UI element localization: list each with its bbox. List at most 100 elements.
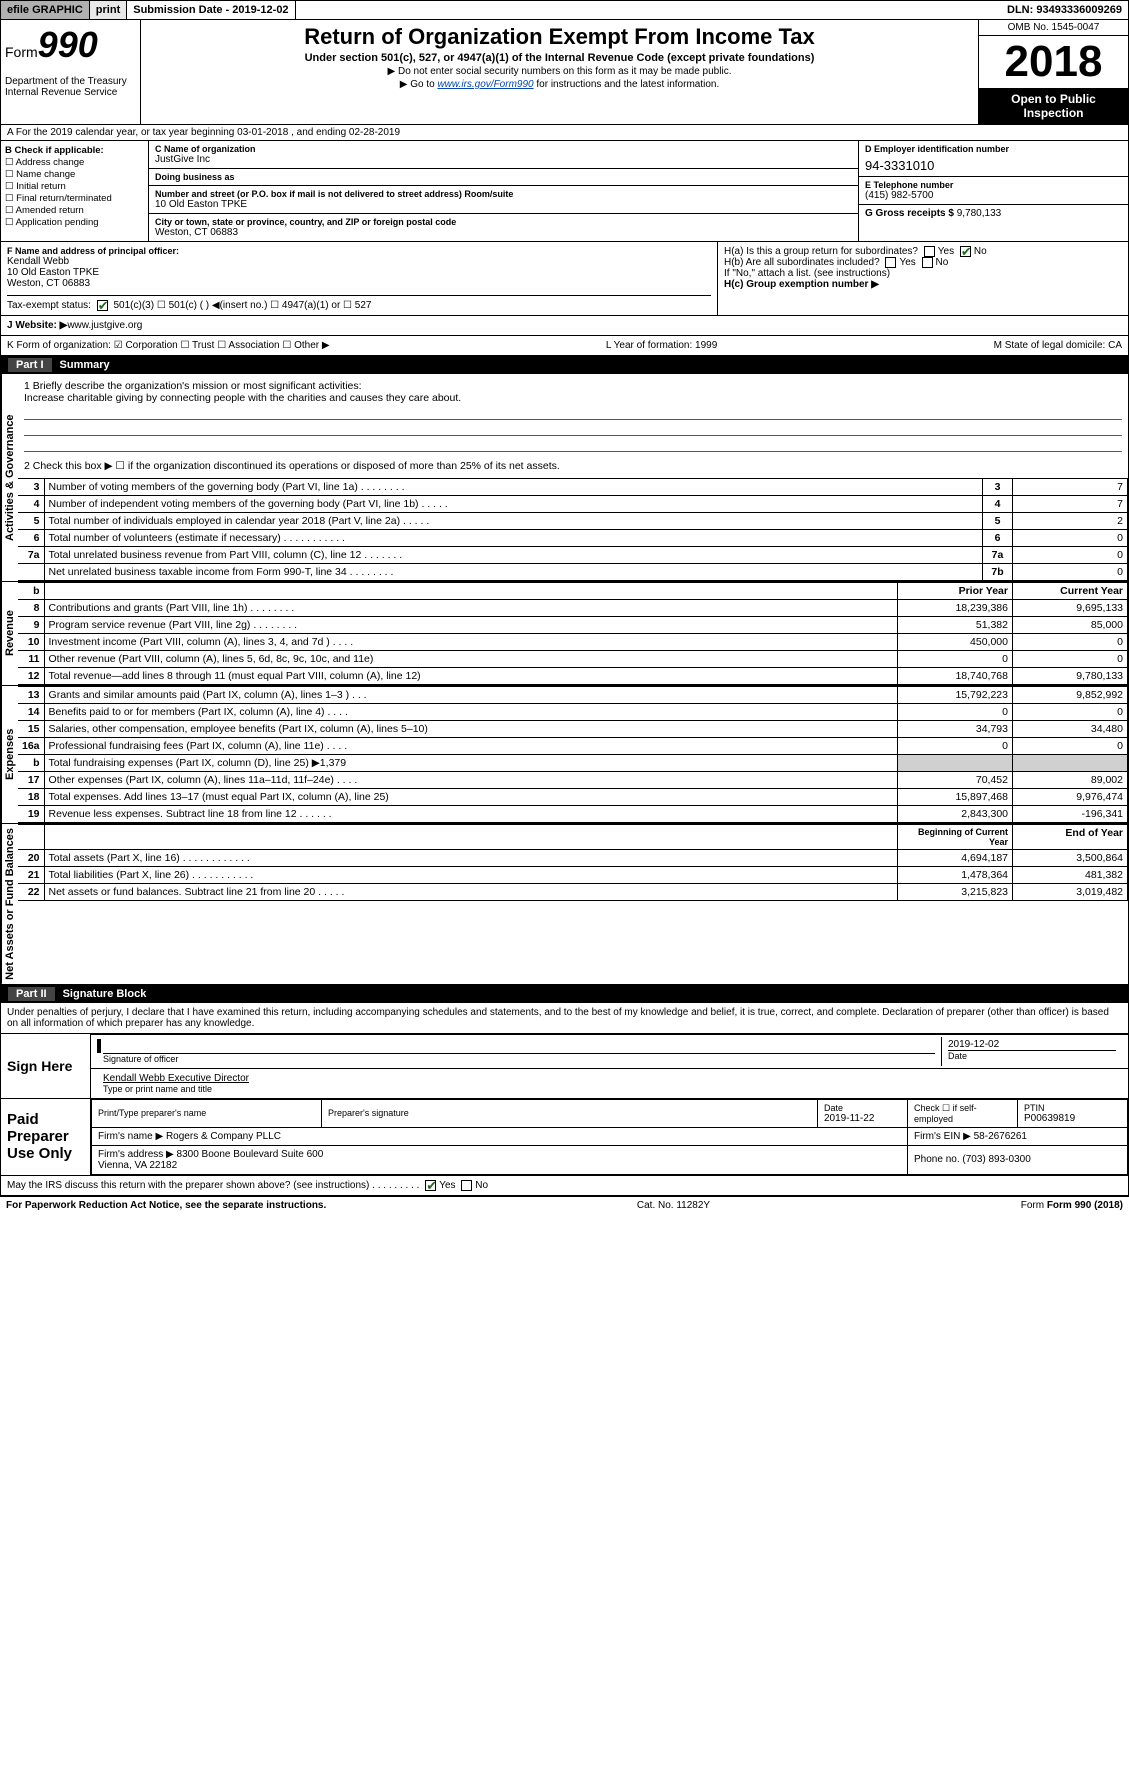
line-desc: Other revenue (Part VIII, column (A), li…	[44, 651, 898, 668]
check-name-change[interactable]: ☐ Name change	[5, 169, 144, 180]
part2-num: Part II	[8, 987, 55, 1001]
hb-yes[interactable]	[885, 257, 896, 268]
q2-label: 2 Check this box ▶ ☐ if the organization…	[24, 460, 1122, 472]
line-num: 19	[18, 806, 44, 823]
current-val: 481,382	[1013, 867, 1128, 884]
line-desc: Contributions and grants (Part VIII, lin…	[44, 600, 898, 617]
perjury-text: Under penalties of perjury, I declare th…	[1, 1003, 1128, 1033]
gross-receipts: 9,780,133	[957, 208, 1002, 219]
irs-link[interactable]: www.irs.gov/Form990	[437, 79, 533, 90]
city-label: City or town, state or province, country…	[155, 217, 852, 227]
hb-blank	[44, 583, 898, 600]
mission-blank-3	[24, 438, 1122, 452]
hb-no[interactable]	[922, 257, 933, 268]
part1-title: Summary	[60, 359, 110, 371]
line-num: 17	[18, 772, 44, 789]
ha-yes[interactable]	[924, 246, 935, 257]
current-val: 34,480	[1013, 721, 1128, 738]
phone-label: E Telephone number	[865, 180, 1122, 190]
current-val: 85,000	[1013, 617, 1128, 634]
form-label: Form	[5, 44, 38, 60]
mission-block: 1 Briefly describe the organization's mi…	[18, 374, 1128, 478]
open-public-badge: Open to Public Inspection	[979, 88, 1128, 124]
line-num: 8	[18, 600, 44, 617]
submission-date-label: Submission Date -	[133, 4, 232, 16]
check-initial-return[interactable]: ☐ Initial return	[5, 181, 144, 192]
line-val: 7	[1013, 479, 1128, 496]
prior-val: 15,792,223	[898, 687, 1013, 704]
check-amended[interactable]: ☐ Amended return	[5, 205, 144, 216]
part2-header: Part II Signature Block	[0, 985, 1129, 1003]
efile-button[interactable]: efile GRAPHIC	[1, 1, 90, 19]
line-num: 10	[18, 634, 44, 651]
form-num: 990	[38, 24, 98, 65]
current-val: -196,341	[1013, 806, 1128, 823]
col-b-header: B Check if applicable:	[5, 145, 144, 156]
line-desc: Net unrelated business taxable income fr…	[44, 564, 983, 581]
rev-table: bPrior YearCurrent Year 8 Contributions …	[18, 582, 1128, 685]
q1-label: 1 Briefly describe the organization's mi…	[24, 380, 1122, 392]
website-row: J Website: ▶ www.justgive.org	[0, 316, 1129, 336]
line-a-tax-year: A For the 2019 calendar year, or tax yea…	[0, 125, 1129, 141]
section-expenses: Expenses 13 Grants and similar amounts p…	[0, 686, 1129, 824]
section-governance: Activities & Governance 1 Briefly descri…	[0, 374, 1129, 582]
entity-block: B Check if applicable: ☐ Address change …	[0, 141, 1129, 242]
check-final-return[interactable]: ☐ Final return/terminated	[5, 193, 144, 204]
prior-val: 18,239,386	[898, 600, 1013, 617]
line-desc: Benefits paid to or for members (Part IX…	[44, 704, 897, 721]
prior-val	[898, 755, 1013, 772]
signature-section: Under penalties of perjury, I declare th…	[0, 1003, 1129, 1196]
line-box: 5	[983, 513, 1013, 530]
na-blank-d	[44, 825, 898, 850]
current-val	[1013, 755, 1128, 772]
pt-self-employed[interactable]: Check ☐ if self-employed	[908, 1099, 1018, 1127]
line-desc: Total unrelated business revenue from Pa…	[44, 547, 983, 564]
firm-ein-value: 58-2676261	[974, 1131, 1027, 1142]
tax-status-options: 501(c)(3) ☐ 501(c) ( ) ◀(insert no.) ☐ 4…	[113, 300, 371, 311]
pra-notice: For Paperwork Reduction Act Notice, see …	[6, 1200, 326, 1211]
line-desc: Number of independent voting members of …	[44, 496, 983, 513]
discuss-yes[interactable]	[425, 1180, 436, 1191]
ha-row: H(a) Is this a group return for subordin…	[724, 246, 1122, 257]
print-button[interactable]: print	[90, 1, 127, 19]
discuss-label: May the IRS discuss this return with the…	[7, 1180, 419, 1191]
ptin-value: P00639819	[1024, 1113, 1121, 1124]
discuss-no[interactable]	[461, 1180, 472, 1191]
sig-date-value: 2019-12-02	[948, 1039, 1116, 1050]
h-block: H(a) Is this a group return for subordin…	[718, 242, 1128, 315]
check-address-change[interactable]: ☐ Address change	[5, 157, 144, 168]
line-num: 6	[18, 530, 44, 547]
website-label: J Website: ▶	[7, 320, 67, 331]
phone-value: (415) 982-5700	[865, 190, 1122, 201]
check-app-pending[interactable]: ☐ Application pending	[5, 217, 144, 228]
current-val: 89,002	[1013, 772, 1128, 789]
line-val: 2	[1013, 513, 1128, 530]
city-state-zip: Weston, CT 06883	[155, 227, 852, 238]
line-val: 0	[1013, 530, 1128, 547]
discuss-row: May the IRS discuss this return with the…	[1, 1175, 1128, 1195]
line-desc: Grants and similar amounts paid (Part IX…	[44, 687, 897, 704]
sig-name-cell: Kendall Webb Executive Director Type or …	[97, 1071, 1122, 1096]
website-value[interactable]: www.justgive.org	[67, 320, 142, 331]
line-num: 7a	[18, 547, 44, 564]
mission-text: Increase charitable giving by connecting…	[24, 392, 1122, 404]
exp-table: 13 Grants and similar amounts paid (Part…	[18, 686, 1128, 823]
firm-name-value: Rogers & Company PLLC	[166, 1131, 281, 1142]
line-num: 16a	[18, 738, 44, 755]
part1-num: Part I	[8, 358, 52, 372]
prior-val: 4,694,187	[898, 850, 1013, 867]
ha-no[interactable]	[960, 246, 971, 257]
line-desc: Net assets or fund balances. Subtract li…	[44, 884, 898, 901]
form-header: Form990 Department of the Treasury Inter…	[0, 20, 1129, 125]
line-num: 4	[18, 496, 44, 513]
line-desc: Total fundraising expenses (Part IX, col…	[44, 755, 897, 772]
line-desc: Number of voting members of the governin…	[44, 479, 983, 496]
vlabel-revenue: Revenue	[1, 582, 18, 685]
paid-preparer-table: Print/Type preparer's name Preparer's si…	[91, 1099, 1128, 1175]
ptin-label: PTIN	[1024, 1103, 1121, 1113]
check-501c3[interactable]	[97, 300, 108, 311]
line-desc: Total liabilities (Part X, line 26) . . …	[44, 867, 898, 884]
line-desc: Revenue less expenses. Subtract line 18 …	[44, 806, 897, 823]
firm-addr-label: Firm's address ▶	[98, 1149, 177, 1160]
current-val: 9,695,133	[1013, 600, 1128, 617]
